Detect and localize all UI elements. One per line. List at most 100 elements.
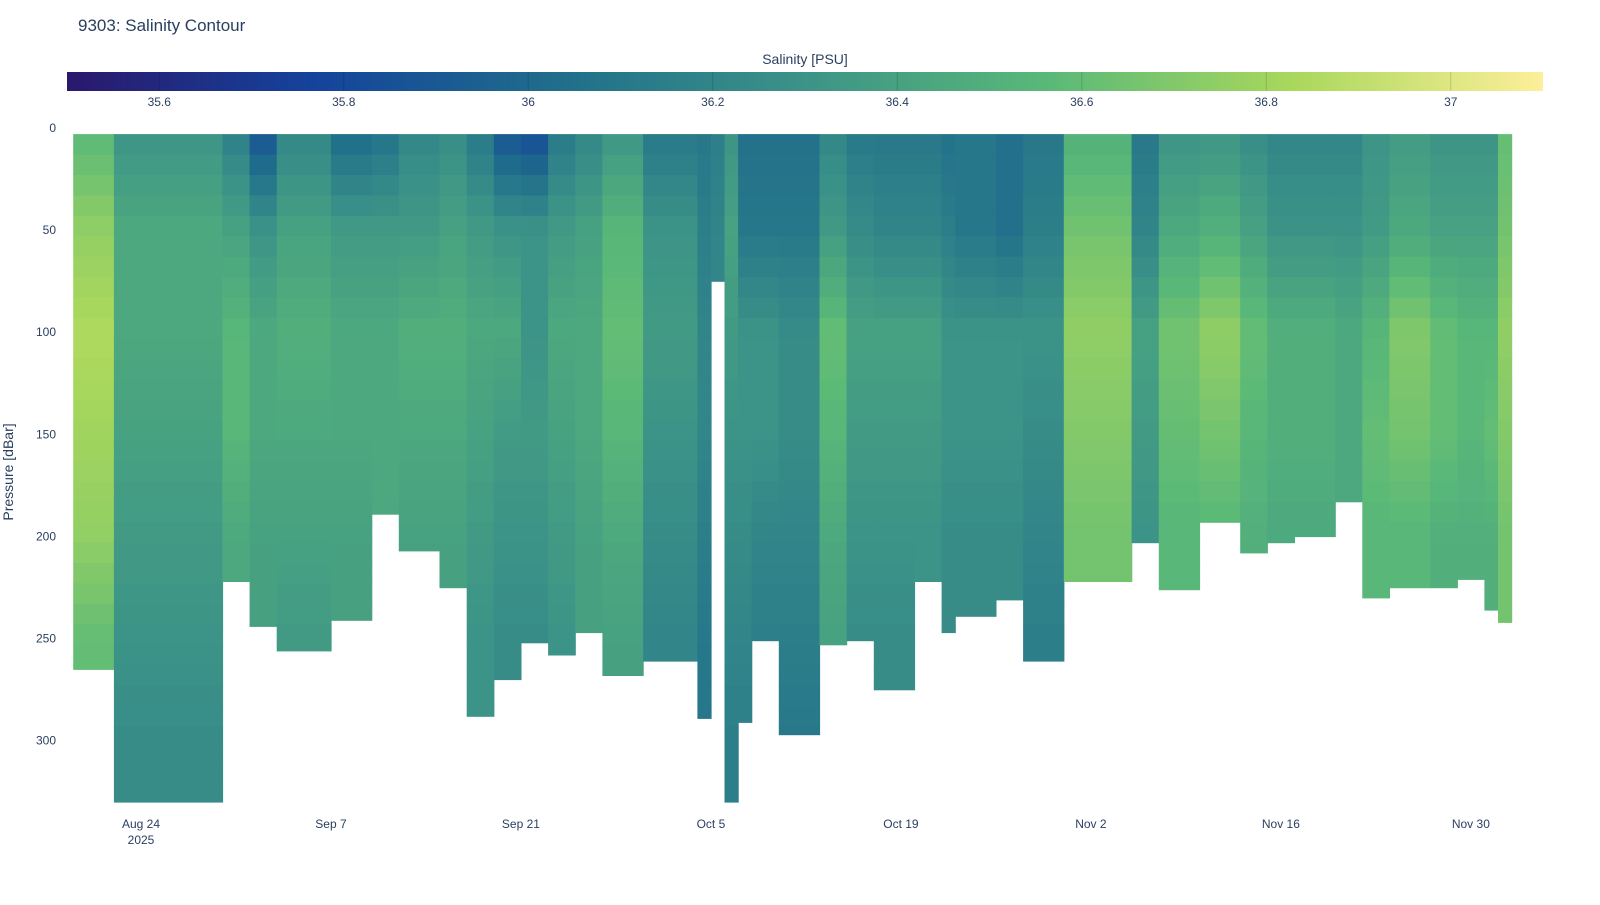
heatmap-cell [73,583,115,605]
heatmap-cell [1498,460,1513,482]
heatmap-cell [995,583,1024,601]
heatmap-cell [276,542,332,564]
heatmap-cell [751,215,780,237]
heatmap-cell [371,317,400,339]
heatmap-cell [643,399,698,421]
y-tick-label: 50 [43,223,57,237]
heatmap-cell [846,154,875,176]
heatmap-cell [1294,236,1336,258]
heatmap-cell [941,501,956,523]
heatmap-cell [1498,563,1513,584]
heatmap-cell [1389,175,1431,196]
heatmap-cell [819,317,848,339]
heatmap-cell [493,481,522,503]
heatmap-cell [1457,317,1485,339]
heatmap-cell [1063,256,1133,278]
heatmap-cell [1498,420,1513,442]
heatmap-cell [873,603,916,625]
colorbar-tick-label: 35.6 [148,95,172,109]
heatmap-cell [493,338,522,360]
heatmap-cell [1158,215,1201,237]
heatmap-cell [1457,134,1485,156]
heatmap-cell [439,481,468,503]
heatmap-cell [371,154,400,176]
heatmap-cell [276,215,332,237]
heatmap-cell [724,501,739,523]
heatmap-cell [575,195,603,217]
heatmap-cell [1294,154,1336,176]
heatmap-cell [548,358,576,380]
heatmap-cell [521,379,549,401]
heatmap-cell [995,399,1024,421]
heatmap-cell [548,583,576,605]
heatmap-cell [276,440,332,462]
heatmap-cell [846,460,875,482]
heatmap-cell [1498,175,1513,196]
heatmap-cell [846,563,875,584]
colorbar-tick-label: 36 [522,95,536,109]
heatmap-cell [873,685,916,691]
heatmap-cell [1199,215,1241,237]
heatmap-cell [955,338,997,360]
heatmap-cell [1023,358,1065,380]
heatmap-cell [1335,236,1363,258]
heatmap-cell [1131,358,1160,380]
heatmap-cell [602,297,644,319]
heatmap-cell [602,379,644,401]
heatmap-cell [778,542,821,564]
heatmap-cell [73,297,115,319]
heatmap-cell [995,256,1024,278]
heatmap-cell [466,563,495,584]
heatmap-cell [1389,215,1431,237]
heatmap-cell [331,542,373,564]
heatmap-cell [466,256,495,278]
heatmap-cell [439,236,468,258]
heatmap-cell [778,563,821,584]
heatmap-cell [575,542,603,564]
heatmap-cell [914,215,943,237]
heatmap-cell [995,542,1024,564]
heatmap-cell [941,154,956,176]
heatmap-cell [222,195,251,217]
heatmap-cell [1430,236,1458,258]
heatmap-cell [1362,563,1390,584]
heatmap-cell [548,236,576,258]
heatmap-cell [1498,154,1513,176]
heatmap-cell [1498,440,1513,462]
heatmap-cell [1131,154,1160,176]
heatmap-cell [575,154,603,176]
heatmap-cell [1267,460,1295,482]
heatmap-cell [995,460,1024,482]
heatmap-cell [643,379,698,401]
heatmap-cell [602,277,644,299]
heatmap-cell [398,175,441,196]
heatmap-cell [276,460,332,482]
heatmap-cell [724,563,739,584]
heatmap-cell [1430,440,1458,462]
heatmap-cell [113,379,224,401]
heatmap-cell [1294,175,1336,196]
heatmap-cell [1023,134,1065,156]
heatmap-cell [1131,481,1160,503]
heatmap-cell [602,420,644,442]
heatmap-cell [493,195,522,217]
heatmap-cell [914,542,943,564]
heatmap-cell [466,460,495,482]
heatmap-cell [1294,501,1336,523]
heatmap-cell [1362,175,1390,196]
heatmap-cell [914,175,943,196]
heatmap-cell [331,481,373,503]
heatmap-cell [1267,297,1295,319]
heatmap-cell [222,236,251,258]
heatmap-cell [873,236,916,258]
heatmap-cell [643,522,698,544]
heatmap-cell [1023,215,1065,237]
heatmap-cell [1267,134,1295,156]
heatmap-cell [819,195,848,217]
heatmap-cell [738,542,753,564]
heatmap-cell [1199,195,1241,217]
heatmap-cell [1362,338,1390,360]
heatmap-cell [602,256,644,278]
heatmap-cell [643,481,698,503]
heatmap-cell [819,379,848,401]
